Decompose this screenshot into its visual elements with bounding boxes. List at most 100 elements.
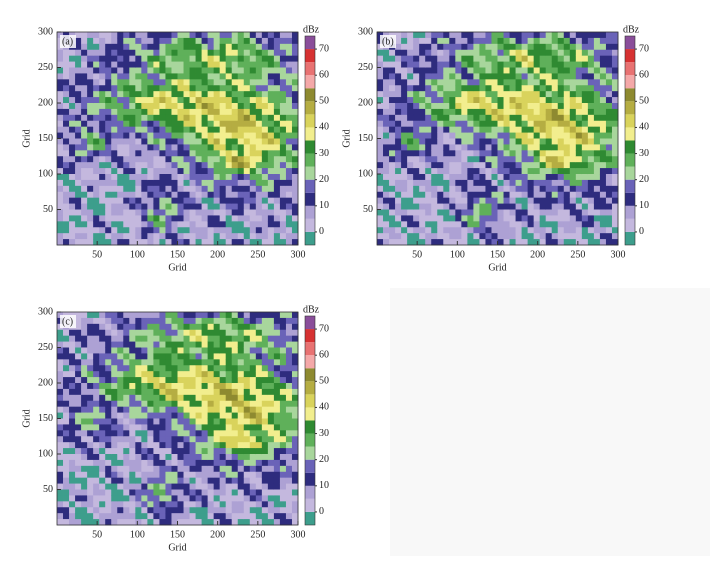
- field-cell: [273, 91, 281, 98]
- field-cell: [413, 55, 420, 62]
- field-cell: [189, 442, 196, 449]
- field-cell: [135, 442, 142, 449]
- field-cell: [171, 317, 178, 325]
- field-cell: [213, 394, 221, 402]
- field-cell: [431, 108, 438, 116]
- field-cell: [593, 73, 601, 80]
- field-cell: [57, 197, 64, 204]
- field-cell: [123, 519, 130, 526]
- field-cell: [449, 203, 456, 210]
- field-cell: [291, 138, 299, 145]
- field-cell: [273, 448, 281, 455]
- field-cell: [545, 91, 553, 98]
- field-cell: [123, 400, 130, 408]
- field-cell: [383, 144, 390, 151]
- field-cell: [443, 191, 450, 199]
- field-cell: [177, 150, 184, 157]
- field-cell: [291, 185, 299, 193]
- field-cell: [401, 209, 408, 216]
- field-cell: [273, 418, 281, 425]
- field-cell: [207, 67, 215, 74]
- field-cell: [291, 359, 299, 366]
- field-cell: [611, 150, 619, 157]
- field-cell: [261, 108, 269, 116]
- field-cell: [491, 103, 498, 110]
- field-cell: [171, 495, 178, 502]
- field-cell: [93, 418, 100, 425]
- field-cell: [425, 97, 432, 104]
- field-cell: [177, 239, 184, 246]
- field-cell: [557, 221, 565, 228]
- field-cell: [171, 203, 178, 210]
- field-cell: [599, 174, 607, 181]
- field-cell: [279, 383, 287, 390]
- field-cell: [611, 144, 619, 151]
- field-cell: [599, 233, 607, 240]
- colorbar-frame: [304, 315, 316, 526]
- field-cell: [437, 215, 444, 222]
- field-cell: [231, 162, 239, 169]
- field-cell: [261, 55, 269, 62]
- field-cell: [461, 114, 468, 122]
- field-cell: [485, 32, 492, 39]
- field-cell: [111, 312, 118, 319]
- field-cell: [467, 67, 474, 74]
- field-cell: [141, 144, 148, 151]
- field-cell: [207, 162, 215, 169]
- field-cell: [237, 191, 245, 199]
- colorbar-band: [625, 140, 635, 154]
- field-cell: [497, 215, 504, 222]
- field-cell: [87, 394, 94, 402]
- field-cell: [135, 317, 142, 325]
- field-cell: [285, 448, 293, 455]
- field-cell: [545, 138, 553, 145]
- field-cell: [611, 97, 619, 104]
- x-tick-label: 300: [291, 249, 306, 260]
- field-cell: [267, 138, 275, 145]
- field-cell: [177, 507, 184, 514]
- field-cell: [593, 132, 601, 139]
- field-cell: [99, 209, 106, 216]
- field-cell: [491, 120, 498, 128]
- field-cell: [225, 67, 233, 74]
- field-cell: [485, 73, 492, 80]
- field-cell: [147, 513, 154, 520]
- field-cell: [563, 49, 571, 57]
- field-cell: [527, 185, 535, 193]
- field-cell: [201, 424, 209, 431]
- field-cell: [99, 347, 106, 354]
- field-cell: [165, 67, 172, 74]
- field-cell: [569, 91, 577, 98]
- field-cell: [255, 156, 263, 163]
- field-cell: [255, 179, 263, 187]
- field-cell: [165, 335, 172, 342]
- field-cell: [111, 239, 118, 246]
- field-cell: [195, 418, 202, 425]
- field-cell: [285, 203, 293, 210]
- field-cell: [123, 85, 130, 92]
- field-cell: [377, 132, 384, 139]
- field-cell: [237, 215, 245, 222]
- field-cell: [587, 43, 595, 51]
- field-cell: [141, 459, 148, 467]
- field-cell: [551, 150, 559, 157]
- field-cell: [63, 329, 70, 337]
- field-cell: [81, 179, 88, 187]
- field-cell: [105, 150, 112, 157]
- field-cell: [533, 37, 541, 45]
- field-cell: [135, 406, 142, 413]
- field-cell: [395, 179, 402, 187]
- field-cell: [111, 73, 118, 80]
- field-cell: [455, 85, 462, 92]
- field-cell: [87, 55, 94, 62]
- field-cell: [63, 97, 70, 104]
- field-cell: [63, 430, 70, 437]
- field-cell: [521, 55, 529, 62]
- field-cell: [153, 341, 160, 348]
- field-cell: [177, 32, 184, 39]
- field-cell: [177, 412, 184, 419]
- field-cell: [183, 454, 190, 461]
- field-cell: [407, 126, 414, 133]
- field-cell: [395, 32, 402, 39]
- field-cell: [147, 501, 154, 508]
